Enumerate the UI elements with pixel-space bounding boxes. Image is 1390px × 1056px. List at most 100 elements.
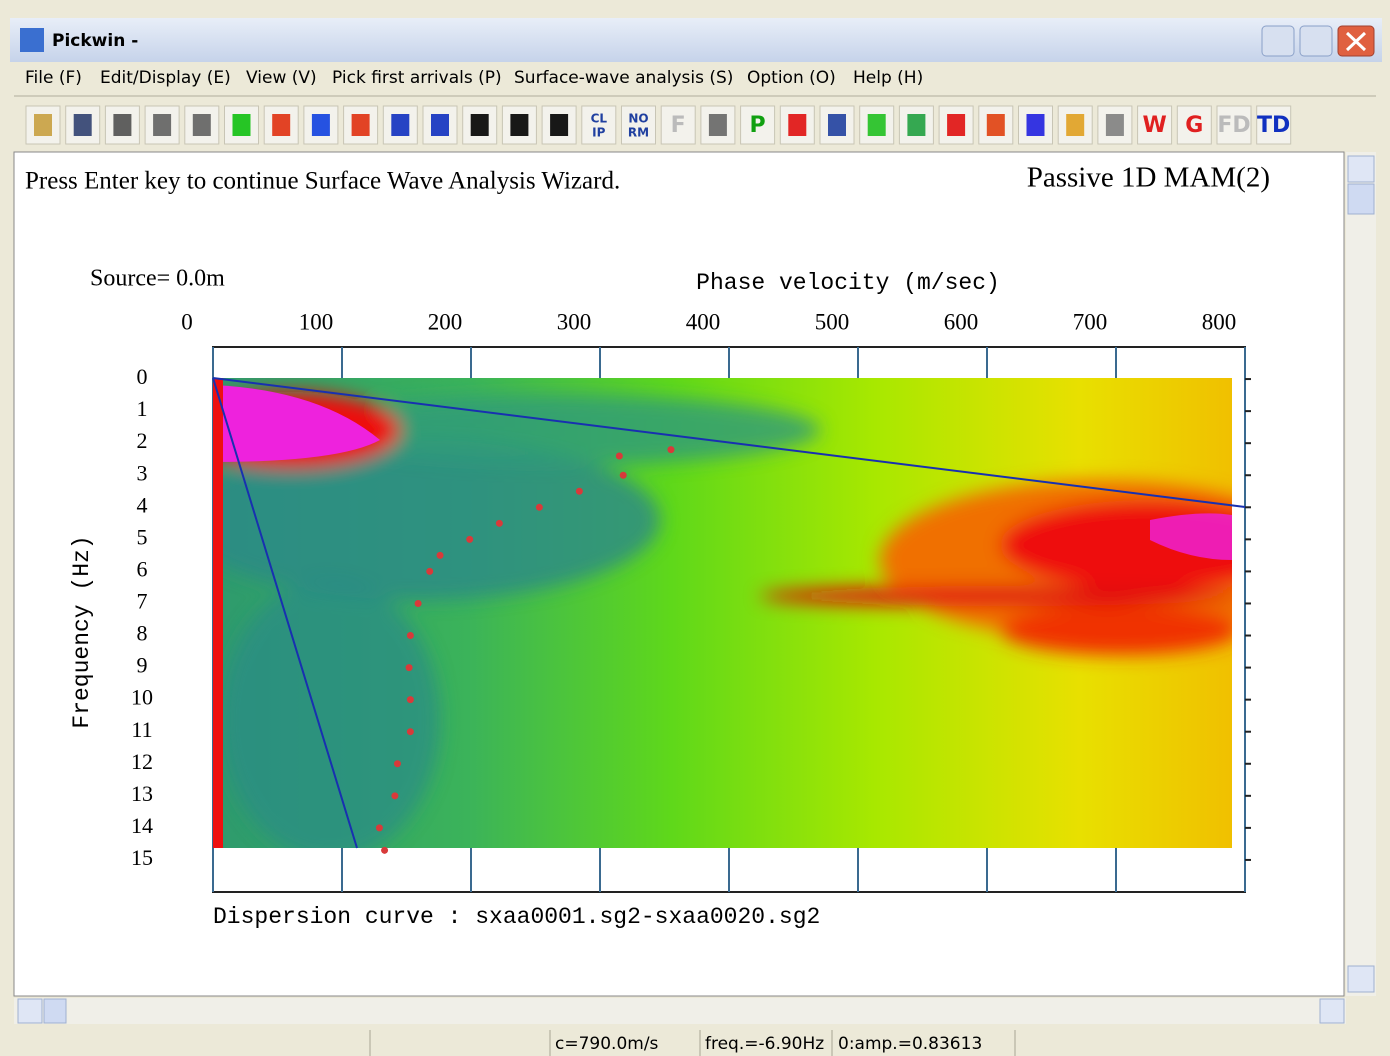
pick-point [437,552,444,559]
y-tick-label: 6 [137,556,148,581]
menu-item[interactable]: Surface-wave analysis (S) [514,68,733,88]
vertical-scrollbar[interactable] [1346,152,1376,996]
mode-label: Passive 1D MAM(2) [1027,162,1270,194]
prompt: Press Enter key to continue Surface Wave… [25,168,620,195]
minimize-button[interactable] [1262,26,1294,56]
tool-icon [828,114,846,136]
tool-icon [907,114,925,136]
tool-icon [987,114,1005,136]
tool-icon [947,114,965,136]
tool-icon [550,114,568,136]
status-fields: c=790.0m/s freq.=-6.90Hz 0:amp.=0.83613 [555,1034,982,1054]
tool-icon [74,114,92,136]
app-icon [20,28,44,52]
tool-icon [788,114,806,136]
window-title: Pickwin - [52,31,138,51]
tool-icon [431,114,449,136]
source-label: Source= 0.0m [90,266,225,292]
pick-point [426,568,433,575]
pick-point [576,488,583,495]
pick-point [415,600,422,607]
scroll-up[interactable] [1348,156,1374,182]
y-tick-label: 0 [137,364,148,389]
tool-label: NO [628,112,648,126]
pick-point [616,453,623,460]
x-tick-label: 0 [181,309,193,334]
tool-label: F [671,113,686,138]
tool-icon [153,114,171,136]
menu-item[interactable]: File (F) [25,68,82,88]
tool-icon [1027,114,1045,136]
x-tick-label: 300 [557,309,592,334]
tool-icon [868,114,886,136]
menu-item[interactable]: View (V) [246,68,317,88]
chart-caption: Dispersion curve : sxaa0001.sg2-sxaa0020… [213,904,820,930]
status-field: c=790.0m/s [555,1034,659,1054]
maximize-button[interactable] [1300,26,1332,56]
y-axis-title: Frequency (Hz) [69,535,95,728]
y-tick-label: 13 [131,781,153,806]
pick-point [376,824,383,831]
status-field: freq.=-6.90Hz [705,1034,824,1054]
scroll-left[interactable] [18,999,42,1023]
pick-point [407,696,414,703]
menu-item[interactable]: Help (H) [853,68,923,88]
scroll-down[interactable] [1348,966,1374,992]
status-bar [14,1028,1376,1056]
y-tick-label: 2 [137,428,148,453]
tool-icon [1066,114,1084,136]
scroll-thumb[interactable] [1348,184,1374,214]
y-tick-label: 15 [131,845,153,870]
tool-icon [471,114,489,136]
horizontal-scrollbar[interactable] [14,998,1346,1024]
tool-label: RM [628,126,649,140]
pick-point [407,632,414,639]
x-tick-label: 700 [1073,309,1108,334]
scroll-right[interactable] [1320,999,1344,1023]
status-field: 0:amp.=0.83613 [838,1034,982,1054]
dispersion-image [180,378,1320,860]
tool-label: G [1185,113,1203,138]
tool-icon [193,114,211,136]
tool-label: TD [1257,113,1290,138]
pick-point [620,472,627,479]
scroll-thumb-h[interactable] [44,999,66,1023]
menu-item[interactable]: Option (O) [747,68,836,88]
y-tick-label: 9 [137,653,148,678]
pick-point [406,664,413,671]
menu-item[interactable]: Edit/Display (E) [100,68,231,88]
tool-icon [312,114,330,136]
app-window: Pickwin - File (F) Edit/Display (E) View (… [0,0,1390,1056]
tool-label: W [1142,113,1166,138]
tool-icon [34,114,52,136]
tool-label: FD [1217,113,1250,138]
pick-point [394,760,401,767]
y-tick-label: 4 [137,492,148,517]
menu-item[interactable]: Pick first arrivals (P) [332,68,502,88]
tool-icon [233,114,251,136]
tool-label: P [750,113,766,138]
y-tick-label: 7 [137,589,148,614]
tool-icon [391,114,409,136]
pick-point [407,728,414,735]
tool-icon [113,114,131,136]
tool-icon [352,114,370,136]
pick-point [496,520,503,527]
y-tick-label: 5 [137,524,148,549]
y-tick-label: 10 [131,685,153,710]
tool-label: IP [592,126,605,140]
tool-label: CL [591,112,608,126]
x-tick-label: 500 [815,309,850,334]
y-tick-label: 11 [131,717,152,742]
y-tick-label: 14 [131,813,153,838]
x-tick-label: 800 [1202,309,1237,334]
pick-point [536,504,543,511]
tool-icon [510,114,528,136]
pick-point [381,847,388,854]
menu-bar: File (F) Edit/Display (E) View (V) Pick fir… [25,68,923,88]
tool-icon [709,114,727,136]
pick-point [667,446,674,453]
x-axis-title: Phase velocity (m/sec) [696,270,1000,296]
pick-point [466,536,473,543]
pick-point [391,792,398,799]
